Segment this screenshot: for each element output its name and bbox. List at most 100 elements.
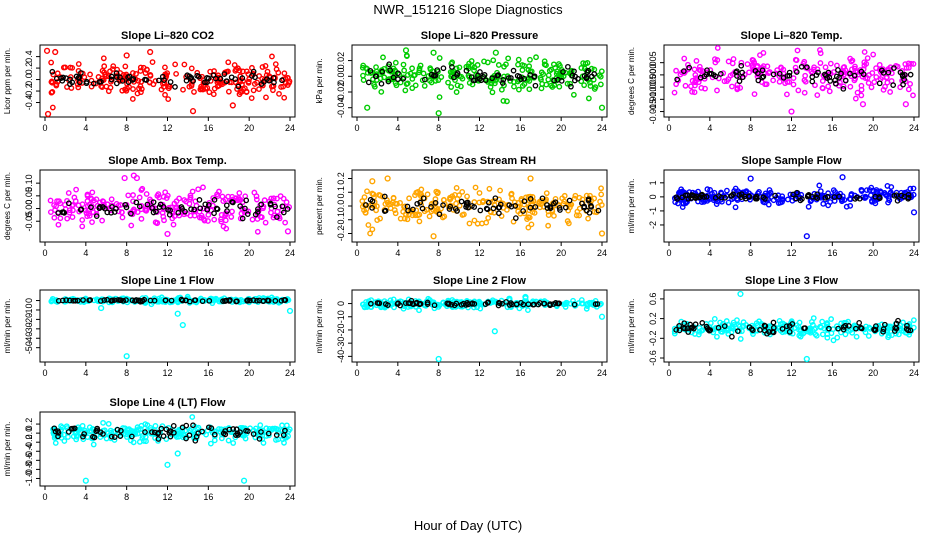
data-point bbox=[411, 72, 418, 78]
hourly-point bbox=[397, 302, 403, 309]
data-point bbox=[903, 65, 910, 71]
data-point bbox=[843, 203, 850, 210]
hourly-points bbox=[55, 296, 289, 305]
data-point bbox=[585, 95, 592, 102]
data-point bbox=[390, 296, 397, 303]
hourly-point bbox=[97, 298, 104, 304]
data-point bbox=[505, 55, 512, 62]
data-point bbox=[451, 192, 458, 198]
hourly-point bbox=[783, 323, 790, 330]
hourly-point bbox=[210, 72, 217, 79]
data-point bbox=[537, 74, 544, 81]
x-tick-label: 16 bbox=[203, 368, 213, 378]
data-point bbox=[714, 45, 721, 51]
hourly-point bbox=[516, 73, 523, 80]
hourly-point bbox=[485, 199, 492, 206]
data-point bbox=[495, 62, 502, 68]
y-tick-label: -0.8 bbox=[24, 462, 34, 478]
hourly-point bbox=[167, 79, 174, 85]
data-point bbox=[817, 188, 824, 195]
hourly-point bbox=[381, 193, 388, 200]
data-point bbox=[539, 80, 546, 87]
hourly-points bbox=[49, 68, 285, 90]
data-point bbox=[713, 201, 720, 208]
data-point bbox=[770, 197, 777, 204]
data-point bbox=[172, 61, 179, 68]
chart-panel: Slope Line 4 (LT) Flow ml/min per min. 0 4 8… bbox=[3, 397, 296, 502]
data-point bbox=[863, 60, 870, 67]
y-tick-label: -0.005 bbox=[648, 74, 658, 100]
y-tick-label: -0.4 bbox=[24, 444, 34, 460]
data-point bbox=[135, 77, 142, 84]
data-point bbox=[211, 85, 218, 92]
hourly-point bbox=[481, 72, 488, 78]
hourly-point bbox=[264, 76, 270, 82]
data-point bbox=[421, 82, 428, 89]
data-point bbox=[445, 79, 451, 86]
hourly-point bbox=[851, 72, 858, 79]
data-point bbox=[281, 94, 288, 101]
y-axis-label: ml/min per min. bbox=[315, 299, 324, 354]
data-point bbox=[550, 61, 557, 68]
data-point bbox=[695, 188, 701, 195]
outlier-point bbox=[179, 321, 186, 329]
data-point bbox=[424, 191, 431, 198]
x-tick-label: 24 bbox=[285, 368, 295, 378]
data-point bbox=[412, 82, 419, 89]
hourly-point bbox=[97, 204, 103, 210]
x-tick-label: 24 bbox=[909, 248, 919, 258]
data-point bbox=[847, 202, 854, 209]
data-point bbox=[119, 87, 126, 94]
x-axis-label: Hour of Day (UTC) bbox=[414, 518, 522, 533]
hourly-point bbox=[594, 301, 601, 307]
hourly-point bbox=[233, 426, 240, 433]
x-tick-label: 4 bbox=[395, 248, 400, 258]
data-point bbox=[576, 205, 583, 212]
data-point bbox=[886, 197, 893, 204]
data-point bbox=[48, 59, 55, 66]
data-point bbox=[477, 305, 484, 312]
data-point bbox=[242, 435, 249, 442]
data-point bbox=[163, 436, 170, 443]
data-point bbox=[110, 63, 117, 70]
data-point bbox=[795, 87, 802, 94]
hourly-point bbox=[432, 200, 439, 206]
data-point bbox=[910, 191, 917, 198]
y-tick-label: -20 bbox=[336, 323, 346, 336]
data-point bbox=[805, 203, 812, 210]
data-point bbox=[816, 182, 823, 189]
data-point bbox=[598, 202, 605, 208]
hourly-point bbox=[214, 206, 221, 212]
panel-title: Slope Amb. Box Temp. bbox=[108, 155, 227, 167]
hourly-point bbox=[835, 67, 841, 73]
hourly-point bbox=[794, 189, 800, 196]
hourly-point bbox=[141, 296, 148, 303]
data-point bbox=[862, 193, 869, 200]
y-tick-label: -50 bbox=[24, 341, 34, 354]
data-point bbox=[811, 64, 817, 71]
outlier-point bbox=[121, 174, 128, 182]
data-point bbox=[719, 328, 726, 335]
hourly-point bbox=[421, 76, 428, 83]
data-point bbox=[571, 195, 578, 202]
x-tick-label: 8 bbox=[124, 248, 129, 258]
hourly-point bbox=[739, 74, 746, 81]
data-point bbox=[420, 70, 427, 77]
hourly-point bbox=[161, 77, 167, 84]
y-tick-label: 0.2 bbox=[24, 418, 34, 431]
hourly-point bbox=[149, 205, 155, 211]
hourly-point bbox=[142, 76, 148, 83]
data-point bbox=[580, 60, 587, 67]
hourly-point bbox=[556, 300, 563, 307]
data-point bbox=[162, 189, 169, 196]
data-point bbox=[526, 86, 533, 93]
outlier-point bbox=[123, 52, 130, 59]
y-tick-label: 0.4 bbox=[24, 50, 34, 63]
data-point bbox=[360, 301, 367, 308]
data-point bbox=[691, 66, 698, 73]
data-point bbox=[825, 202, 832, 209]
data-point bbox=[910, 185, 917, 192]
hourly-point bbox=[93, 213, 100, 219]
data-point bbox=[907, 80, 914, 87]
data-point bbox=[401, 67, 408, 74]
